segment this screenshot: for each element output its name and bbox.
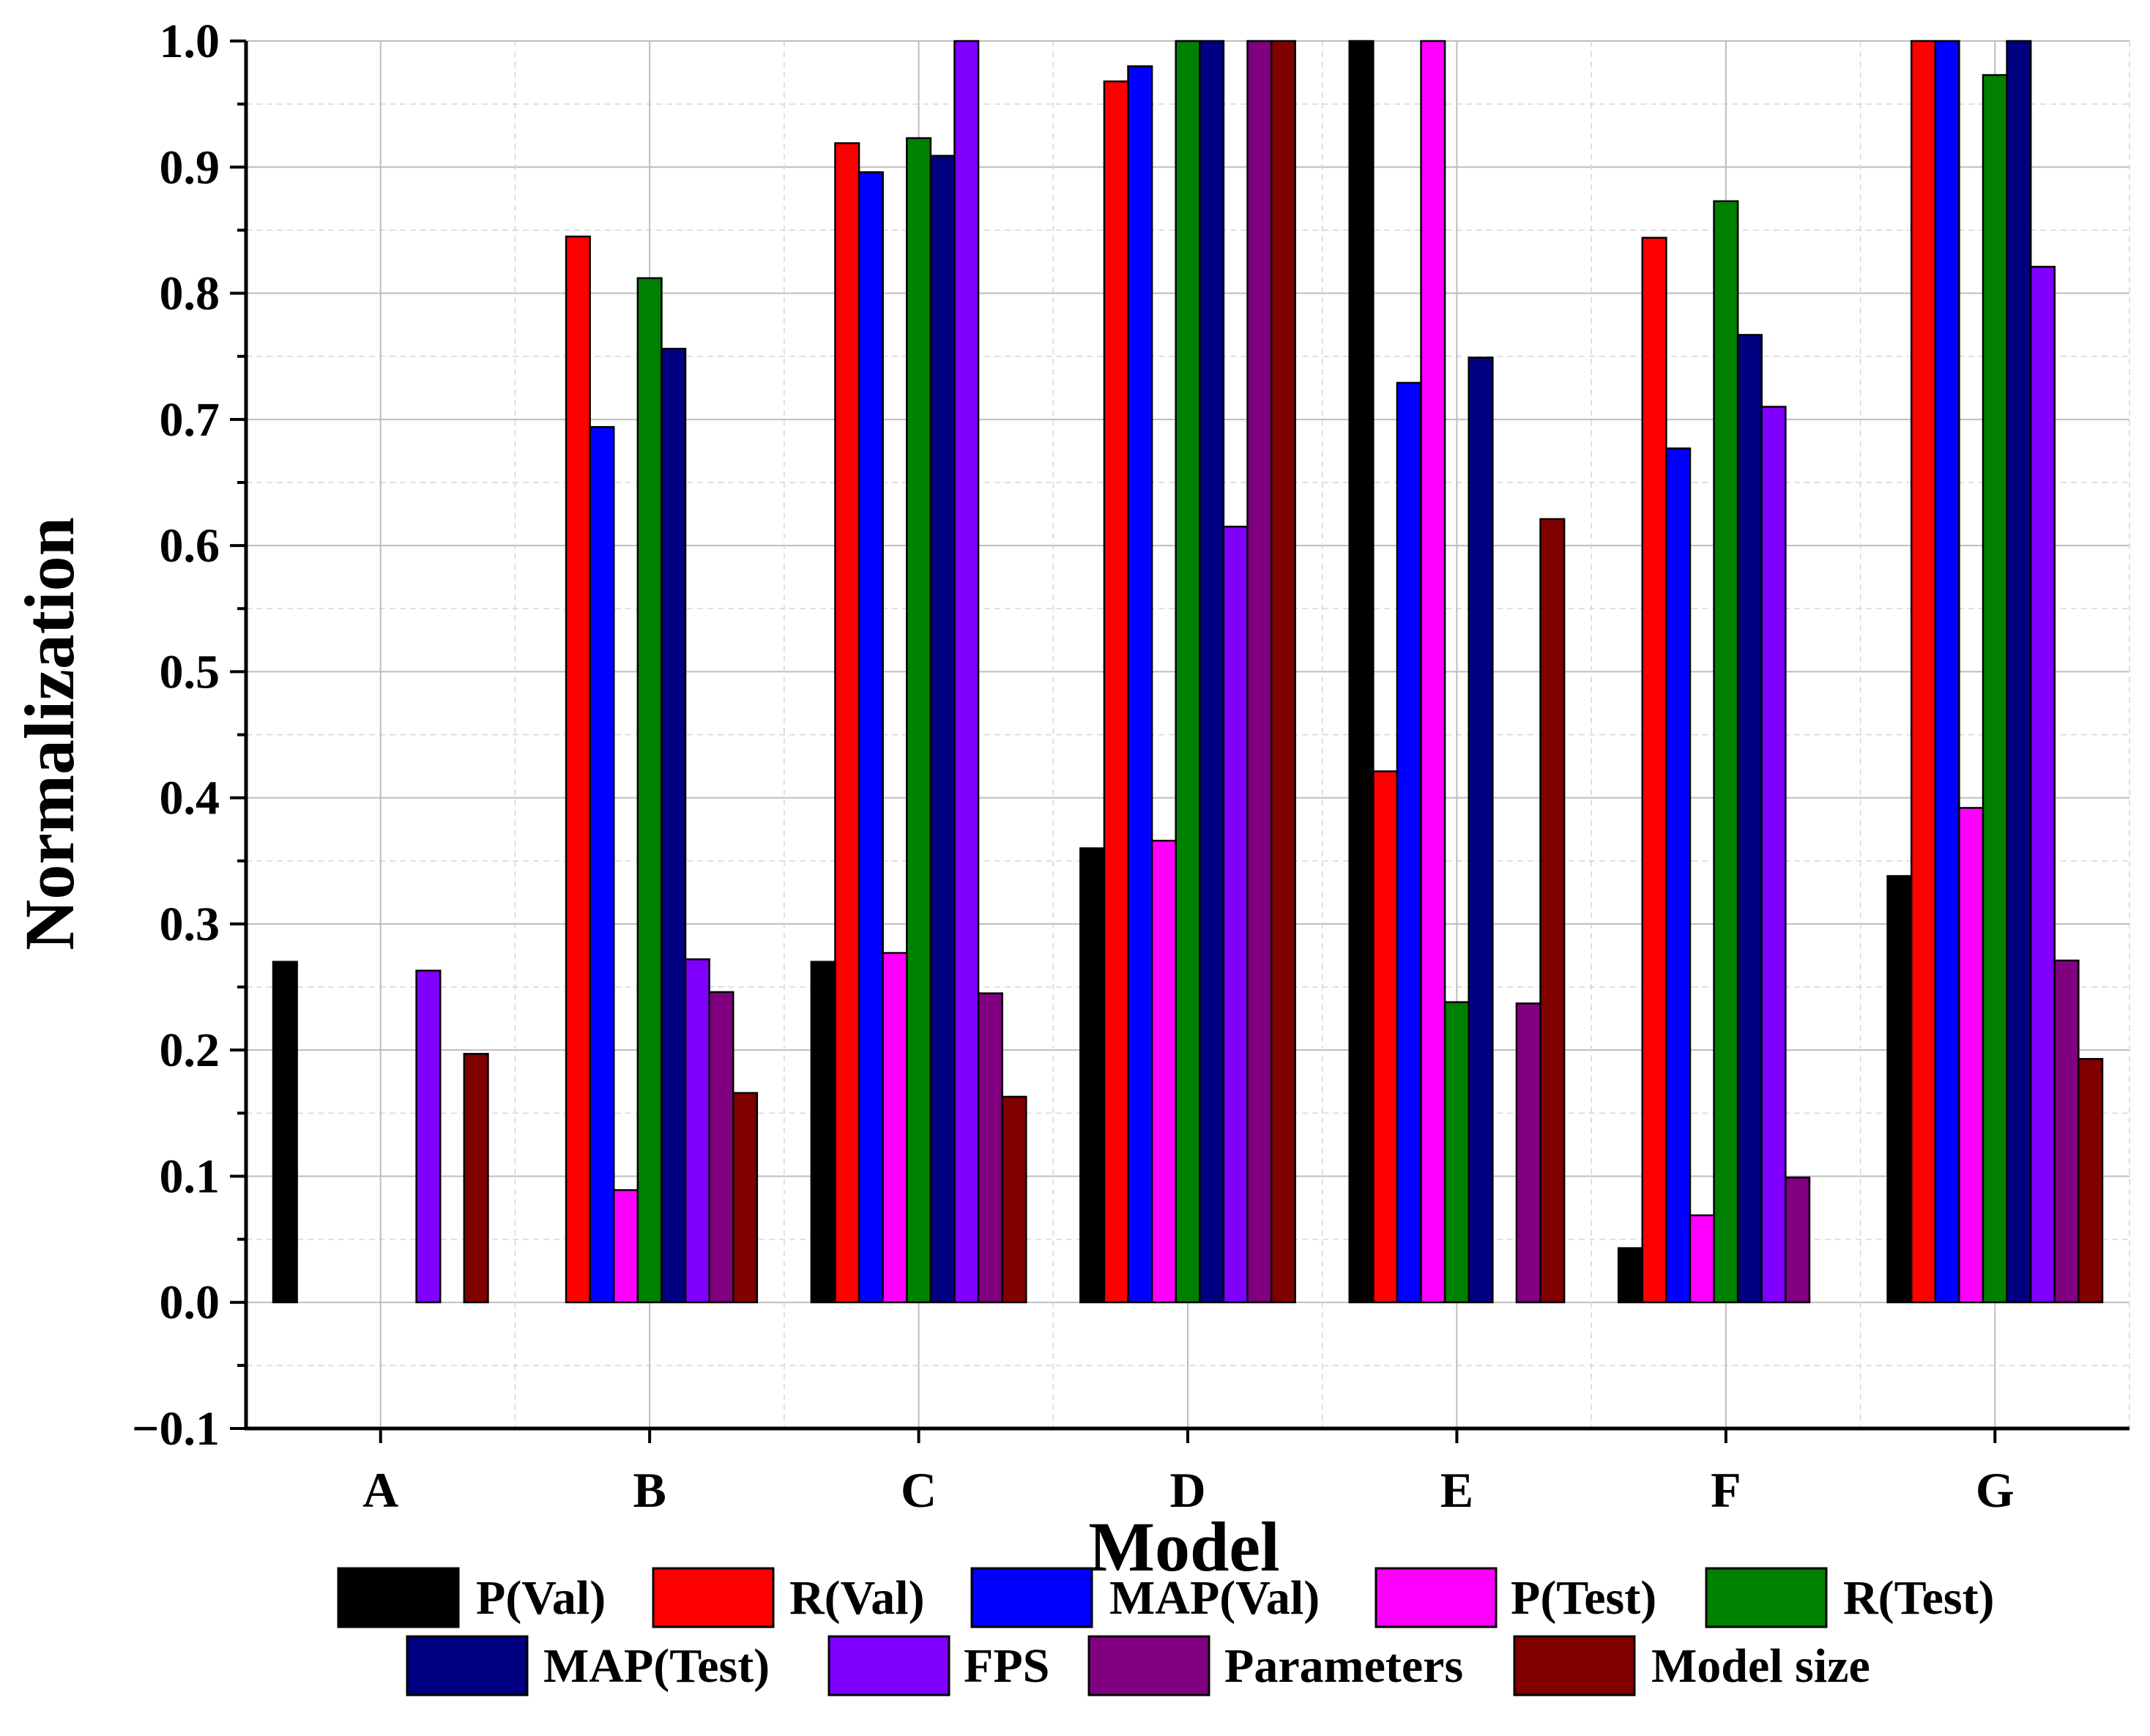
y-tick-label: 0.1 xyxy=(160,1150,220,1203)
legend-label: R(Test) xyxy=(1843,1571,1995,1625)
bar-g-r-test xyxy=(1982,74,2008,1303)
legend-label: MAP(Val) xyxy=(1109,1571,1320,1625)
x-tick-label: F xyxy=(1711,1462,1741,1518)
bar-g-parameters xyxy=(2053,959,2080,1303)
bar-c-map-val xyxy=(858,171,884,1303)
bar-a-model-size xyxy=(463,1053,489,1303)
bar-a-fps xyxy=(415,969,442,1303)
bar-c-p-val xyxy=(810,961,836,1303)
bar-d-p-val xyxy=(1079,847,1106,1303)
bar-d-map-test xyxy=(1199,40,1225,1303)
bar-c-p-test xyxy=(882,952,908,1303)
legend-label: Model size xyxy=(1651,1639,1870,1693)
bar-g-model-size xyxy=(2078,1057,2104,1303)
bar-f-r-val xyxy=(1641,236,1667,1303)
y-tick-label: 0.5 xyxy=(160,645,220,699)
bar-d-r-val xyxy=(1103,80,1129,1303)
bar-c-model-size xyxy=(1001,1095,1027,1303)
y-tick-label: 0.4 xyxy=(160,772,220,825)
legend-swatch xyxy=(827,1635,951,1696)
bar-b-model-size xyxy=(732,1092,759,1303)
x-tick-label: B xyxy=(633,1462,666,1518)
bar-f-map-val xyxy=(1665,447,1692,1303)
bar-e-model-size xyxy=(1539,518,1566,1303)
legend-swatch xyxy=(652,1567,775,1628)
bar-f-p-val xyxy=(1617,1247,1644,1303)
y-tick-label: 0.8 xyxy=(160,267,220,321)
x-tick-labels: A B C D E F G xyxy=(362,1462,2015,1518)
bar-b-p-test xyxy=(612,1189,639,1303)
bar-e-map-val xyxy=(1396,381,1422,1303)
y-tick-label: 0.2 xyxy=(160,1024,220,1077)
legend-swatch xyxy=(1513,1635,1636,1696)
legend-label: P(Test) xyxy=(1511,1571,1656,1625)
legend-label: R(Val) xyxy=(789,1571,925,1625)
bar-d-r-test xyxy=(1175,40,1201,1303)
y-axis-title: Normalization xyxy=(10,517,89,950)
x-tick-label: D xyxy=(1169,1462,1205,1518)
legend-swatch xyxy=(1087,1635,1210,1696)
y-tick-label: 0.7 xyxy=(160,393,220,447)
bar-e-p-test xyxy=(1420,40,1446,1303)
legend-label: MAP(Test) xyxy=(543,1639,770,1693)
bar-a-p-val xyxy=(272,961,298,1303)
bar-b-r-test xyxy=(636,277,663,1303)
legend-label: FPS xyxy=(964,1639,1049,1693)
bar-c-fps xyxy=(953,40,980,1303)
bar-g-map-test xyxy=(2006,40,2032,1303)
bar-g-p-test xyxy=(1958,807,1985,1303)
bar-d-map-val xyxy=(1127,65,1153,1303)
bar-d-parameters xyxy=(1246,40,1273,1303)
bar-b-parameters xyxy=(708,991,734,1303)
bar-d-p-test xyxy=(1150,839,1177,1303)
legend-swatch xyxy=(1375,1567,1498,1628)
x-tick-label: G xyxy=(1976,1462,2015,1518)
legend-swatch xyxy=(406,1635,529,1696)
y-tick-label: −0.1 xyxy=(132,1402,220,1456)
bar-d-fps xyxy=(1222,526,1249,1303)
bar-e-parameters xyxy=(1515,1002,1541,1303)
bar-g-fps xyxy=(2029,266,2056,1303)
x-axis-title: Model xyxy=(1088,1508,1279,1586)
legend-swatch xyxy=(337,1567,460,1628)
legend-label: Parameters xyxy=(1224,1639,1463,1693)
y-tick-label: 1.0 xyxy=(160,15,220,68)
bar-b-fps xyxy=(684,958,710,1303)
y-tick-label: 0.6 xyxy=(160,519,220,573)
y-tick-label: 0.9 xyxy=(160,141,220,194)
legend: P(Val) R(Val) MAP(Val) P(Test) R(Test) MAP(Te… xyxy=(337,1567,1995,1696)
bar-f-p-test xyxy=(1689,1214,1715,1303)
bar-e-r-val xyxy=(1372,770,1399,1303)
legend-swatch xyxy=(1705,1567,1828,1628)
bar-e-p-val xyxy=(1348,40,1375,1303)
bar-b-map-test xyxy=(661,348,687,1303)
bar-e-map-test xyxy=(1468,357,1494,1303)
x-tick-label: E xyxy=(1440,1462,1473,1518)
bar-b-map-val xyxy=(589,425,615,1303)
bar-f-r-test xyxy=(1713,200,1739,1303)
bar-c-map-test xyxy=(929,154,956,1303)
bar-c-parameters xyxy=(977,992,1003,1303)
bar-g-r-val xyxy=(1910,40,1937,1303)
x-tick-label: A xyxy=(362,1462,398,1518)
bar-c-r-test xyxy=(906,137,932,1303)
bar-f-map-test xyxy=(1736,334,1763,1303)
bar-d-model-size xyxy=(1270,40,1296,1303)
y-tick-labels: −0.1 0.0 0.1 0.2 0.3 0.4 0.5 0.6 0.7 0.8 0.9 1.0 xyxy=(132,15,220,1456)
legend-swatch xyxy=(970,1567,1093,1628)
bar-e-r-test xyxy=(1443,1001,1470,1303)
y-tick-label: 0.0 xyxy=(160,1276,220,1330)
bar-g-map-val xyxy=(1934,40,1960,1303)
bar-f-parameters xyxy=(1785,1176,1811,1303)
bar-g-p-val xyxy=(1886,875,1913,1303)
legend-label: P(Val) xyxy=(476,1571,606,1625)
bar-b-r-val xyxy=(565,235,591,1303)
bar-c-r-val xyxy=(834,142,860,1303)
bar-f-fps xyxy=(1760,406,1787,1303)
axes xyxy=(230,40,2129,1443)
bars xyxy=(272,40,2104,1303)
x-tick-label: C xyxy=(901,1462,937,1518)
y-tick-label: 0.3 xyxy=(160,898,220,951)
